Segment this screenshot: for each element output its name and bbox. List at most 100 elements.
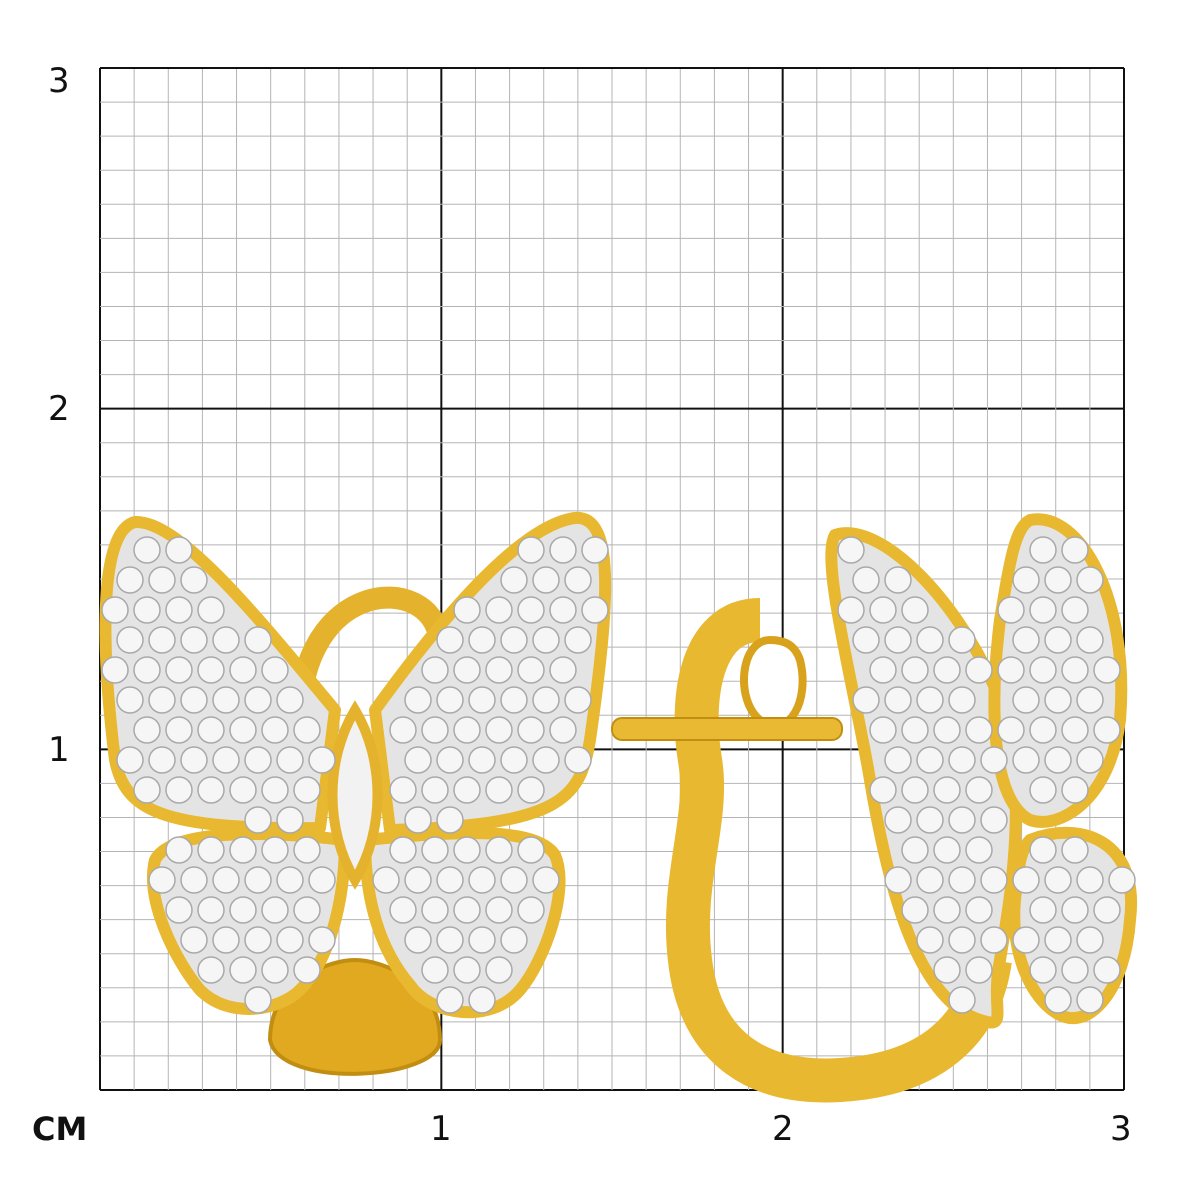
diamond-stone xyxy=(197,596,225,624)
diamond-stone xyxy=(453,956,481,984)
diamond-stone xyxy=(997,596,1025,624)
diamond-stone xyxy=(165,596,193,624)
diamond-stone xyxy=(997,716,1025,744)
diamond-stone xyxy=(148,626,176,654)
diamond-stone xyxy=(436,746,464,774)
diamond-stone xyxy=(884,866,912,894)
diamond-stone xyxy=(1012,926,1040,954)
diamond-stone xyxy=(933,836,961,864)
diamond-stone xyxy=(133,536,161,564)
unit-label: CM xyxy=(32,1110,88,1148)
diamond-stone xyxy=(212,746,240,774)
diamond-stone xyxy=(165,536,193,564)
diamond-stone xyxy=(212,626,240,654)
diamond-stone xyxy=(404,686,432,714)
diamond-stone xyxy=(421,836,449,864)
diamond-stone xyxy=(404,926,432,954)
diamond-stone xyxy=(229,896,257,924)
diamond-stone xyxy=(485,896,513,924)
diamond-stone xyxy=(564,626,592,654)
diamond-stone xyxy=(244,926,272,954)
diamond-stone xyxy=(453,896,481,924)
diamond-stone xyxy=(436,866,464,894)
diamond-stone xyxy=(581,536,609,564)
diamond-stone xyxy=(116,626,144,654)
diamond-stone xyxy=(116,566,144,594)
diamond-stone xyxy=(1076,926,1104,954)
diamond-stone xyxy=(1044,926,1072,954)
diamond-stone xyxy=(500,746,528,774)
diamond-stone xyxy=(116,746,144,774)
diamond-stone xyxy=(468,986,496,1014)
pave-diamonds xyxy=(101,536,1136,1014)
diamond-stone xyxy=(837,596,865,624)
diamond-stone xyxy=(1012,686,1040,714)
diamond-stone xyxy=(165,896,193,924)
diamond-stone xyxy=(916,746,944,774)
diamond-stone xyxy=(133,776,161,804)
diamond-stone xyxy=(308,926,336,954)
diamond-stone xyxy=(1061,836,1089,864)
diamond-stone xyxy=(197,896,225,924)
diamond-stone xyxy=(1061,776,1089,804)
diamond-stone xyxy=(485,956,513,984)
diamond-stone xyxy=(500,566,528,594)
diamond-stone xyxy=(1029,596,1057,624)
diamond-stone xyxy=(453,836,481,864)
diamond-stone xyxy=(500,626,528,654)
diamond-stone xyxy=(404,806,432,834)
diamond-stone xyxy=(933,776,961,804)
diamond-stone xyxy=(901,596,929,624)
marquise-body xyxy=(327,700,383,890)
diamond-stone xyxy=(101,596,129,624)
diamond-stone xyxy=(852,566,880,594)
diamond-stone xyxy=(980,746,1008,774)
diamond-stone xyxy=(436,686,464,714)
diamond-stone xyxy=(1012,866,1040,894)
diamond-stone xyxy=(389,716,417,744)
diamond-stone xyxy=(916,926,944,954)
diamond-stone xyxy=(229,776,257,804)
diamond-stone xyxy=(485,776,513,804)
diamond-stone xyxy=(180,926,208,954)
diamond-stone xyxy=(197,776,225,804)
diamond-stone xyxy=(293,956,321,984)
diamond-stone xyxy=(1061,536,1089,564)
diamond-stone xyxy=(980,926,1008,954)
diamond-stone xyxy=(948,866,976,894)
diamond-stone xyxy=(261,896,289,924)
diamond-stone xyxy=(180,686,208,714)
diamond-stone xyxy=(948,926,976,954)
diamond-stone xyxy=(500,866,528,894)
diamond-stone xyxy=(1093,896,1121,924)
diamond-stone xyxy=(293,836,321,864)
diamond-stone xyxy=(933,896,961,924)
diamond-stone xyxy=(229,656,257,684)
diamond-stone xyxy=(261,836,289,864)
diamond-stone xyxy=(404,866,432,894)
diamond-stone xyxy=(468,866,496,894)
diamond-stone xyxy=(549,656,577,684)
diamond-stone xyxy=(485,836,513,864)
diamond-stone xyxy=(1093,956,1121,984)
diamond-stone xyxy=(485,656,513,684)
diamond-stone xyxy=(197,656,225,684)
diamond-stone xyxy=(1076,686,1104,714)
diamond-stone xyxy=(165,656,193,684)
diamond-stone xyxy=(517,656,545,684)
diamond-stone xyxy=(564,686,592,714)
diamond-stone xyxy=(101,656,129,684)
diamond-stone xyxy=(212,926,240,954)
diamond-stone xyxy=(404,746,432,774)
diamond-stone xyxy=(276,926,304,954)
diamond-stone xyxy=(229,716,257,744)
diamond-stone xyxy=(965,656,993,684)
diamond-stone xyxy=(421,716,449,744)
diamond-stone xyxy=(212,686,240,714)
diamond-stone xyxy=(901,716,929,744)
diamond-stone xyxy=(468,686,496,714)
diamond-stone xyxy=(532,686,560,714)
diamond-stone xyxy=(276,686,304,714)
diamond-stone xyxy=(564,566,592,594)
diamond-stone xyxy=(421,776,449,804)
